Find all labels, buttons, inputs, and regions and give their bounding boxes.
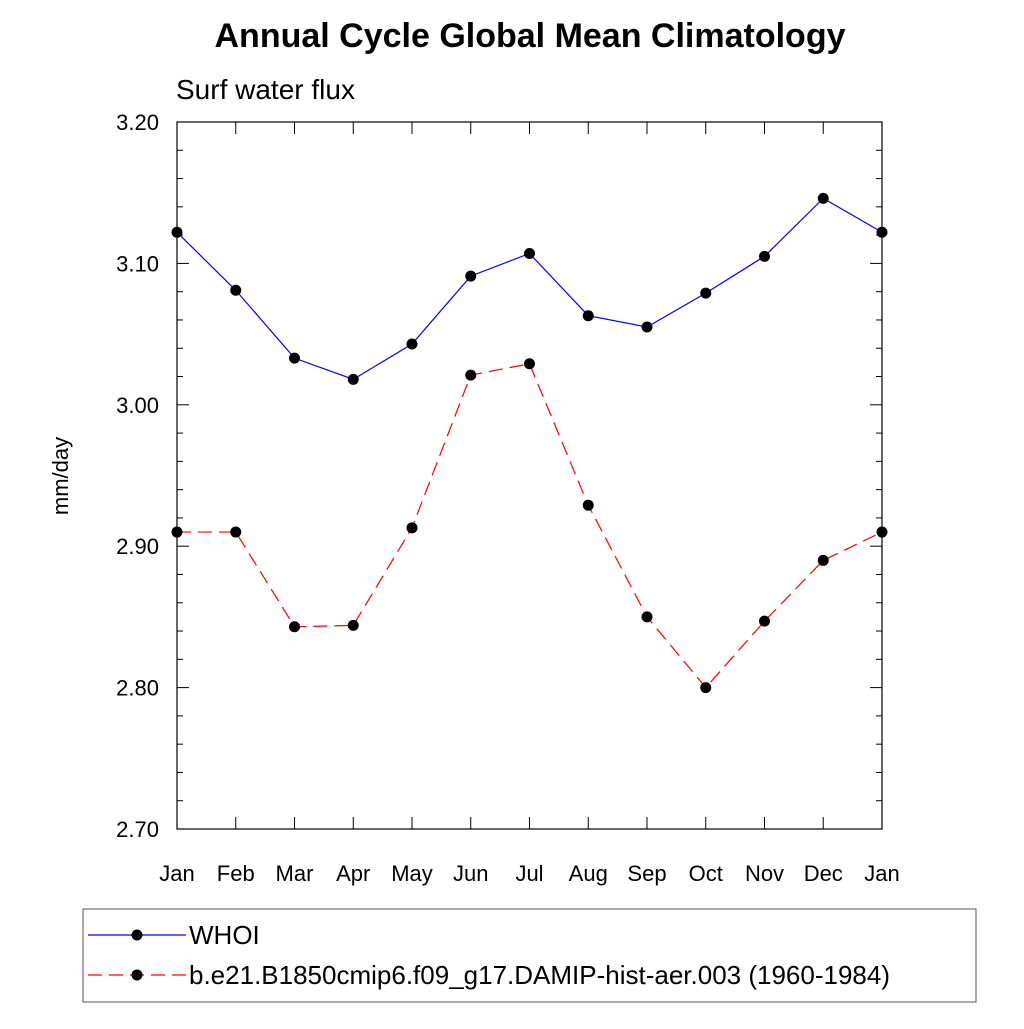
legend-entry-1: WHOI [88,920,260,950]
data-point [289,621,300,633]
y-tick-label: 3.20 [116,110,159,135]
plot-frame [176,121,883,830]
x-tick-label: Jan [159,861,194,886]
x-tick-label: Aug [569,861,608,886]
x-tick-label: Nov [745,861,784,886]
series-layer [171,192,888,694]
data-point [524,358,535,370]
data-point [406,522,418,534]
axes: 2.70 2.80 2.90 3.00 3.10 3.20 Jan Feb Mar Apr May J… [116,110,900,886]
y-axis-label: mm/day [48,437,73,515]
data-point [230,284,242,296]
data-point [876,526,888,538]
data-point [347,373,359,385]
data-point [171,526,183,538]
legend-marker [131,969,143,981]
data-point [230,526,242,538]
data-point [700,287,712,299]
data-point [524,248,535,260]
legend-label: WHOI [189,920,260,950]
data-point [582,310,594,322]
series-1 [171,192,888,385]
data-point [759,250,770,262]
y-tick-label: 2.90 [116,534,159,559]
x-tick-label: May [391,861,433,886]
data-point [289,352,300,364]
legend-entry-2: b.e21.B1850cmip6.f09_g17.DAMIP-hist-aer.… [88,960,890,990]
x-tick-label: Jul [515,861,543,886]
y-tick-label: 2.70 [116,817,159,842]
x-tick-label: Dec [804,861,843,886]
data-point [171,226,183,238]
x-tick-label: Apr [336,861,370,886]
data-point [817,192,829,204]
y-tick-label: 3.10 [116,251,159,276]
y-tick-label: 2.80 [116,676,159,701]
legend-box [82,908,977,1003]
x-tick-label: Jun [453,861,488,886]
legend: WHOI b.e21.B1850cmip6.f09_g17.DAMIP-hist-… [82,908,977,1003]
data-point [817,554,829,566]
x-tick-label: Jan [864,861,899,886]
data-point [641,611,653,623]
data-point [465,270,477,282]
chart-subtitle: Surf water flux [176,74,355,105]
data-point [759,615,770,627]
x-tick-label: Sep [627,861,666,886]
series-line [177,363,883,689]
legend-label: b.e21.B1850cmip6.f09_g17.DAMIP-hist-aer.… [189,960,890,990]
legend-marker [131,929,143,941]
data-point [347,619,359,631]
series-2 [171,358,888,694]
data-point [641,321,653,333]
data-point [406,338,418,350]
data-point [876,226,888,238]
y-tick-label: 3.00 [116,393,159,418]
x-tick-label: Mar [276,861,314,886]
x-tick-label: Oct [689,861,723,886]
series-line [176,197,883,381]
x-tick-label: Feb [217,861,255,886]
data-point [582,499,594,511]
data-point [700,682,712,694]
chart-title: Annual Cycle Global Mean Climatology [215,17,846,55]
data-point [465,369,477,381]
